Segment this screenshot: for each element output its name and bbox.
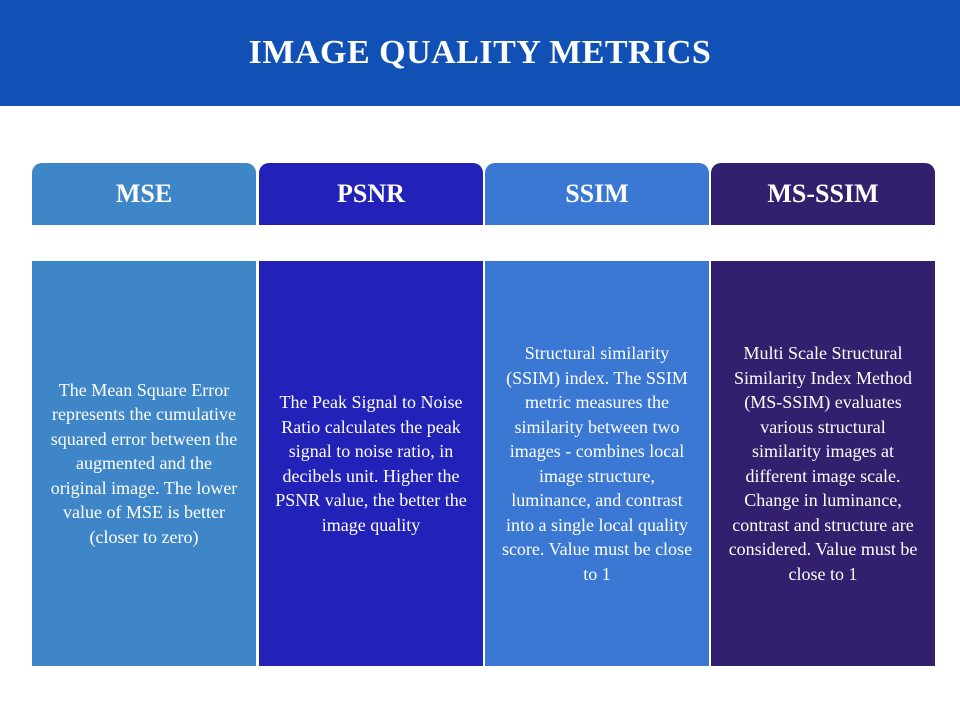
page-title: IMAGE QUALITY METRICS xyxy=(248,34,712,71)
mse-heading: MSE xyxy=(32,163,256,225)
psnr-heading: PSNR xyxy=(259,163,483,225)
title-banner: IMAGE QUALITY METRICS xyxy=(0,0,960,106)
ms-ssim-heading: MS-SSIM xyxy=(711,163,935,225)
ms-ssim-description: Multi Scale Structural Similarity Index … xyxy=(728,343,918,584)
psnr-description: The Peak Signal to Noise Ratio calculate… xyxy=(275,392,467,535)
ssim-description: Structural similarity (SSIM) index. The … xyxy=(501,343,693,584)
mse-description: The Mean Square Error represents the cum… xyxy=(50,379,238,547)
ms-ssim-description-box: Multi Scale Structural Similarity Index … xyxy=(711,261,935,666)
ssim-heading: SSIM xyxy=(485,163,709,225)
psnr-description-box: The Peak Signal to Noise Ratio calculate… xyxy=(259,261,483,666)
mse-description-box: The Mean Square Error represents the cum… xyxy=(32,261,256,666)
ssim-description-box: Structural similarity (SSIM) index. The … xyxy=(485,261,709,666)
